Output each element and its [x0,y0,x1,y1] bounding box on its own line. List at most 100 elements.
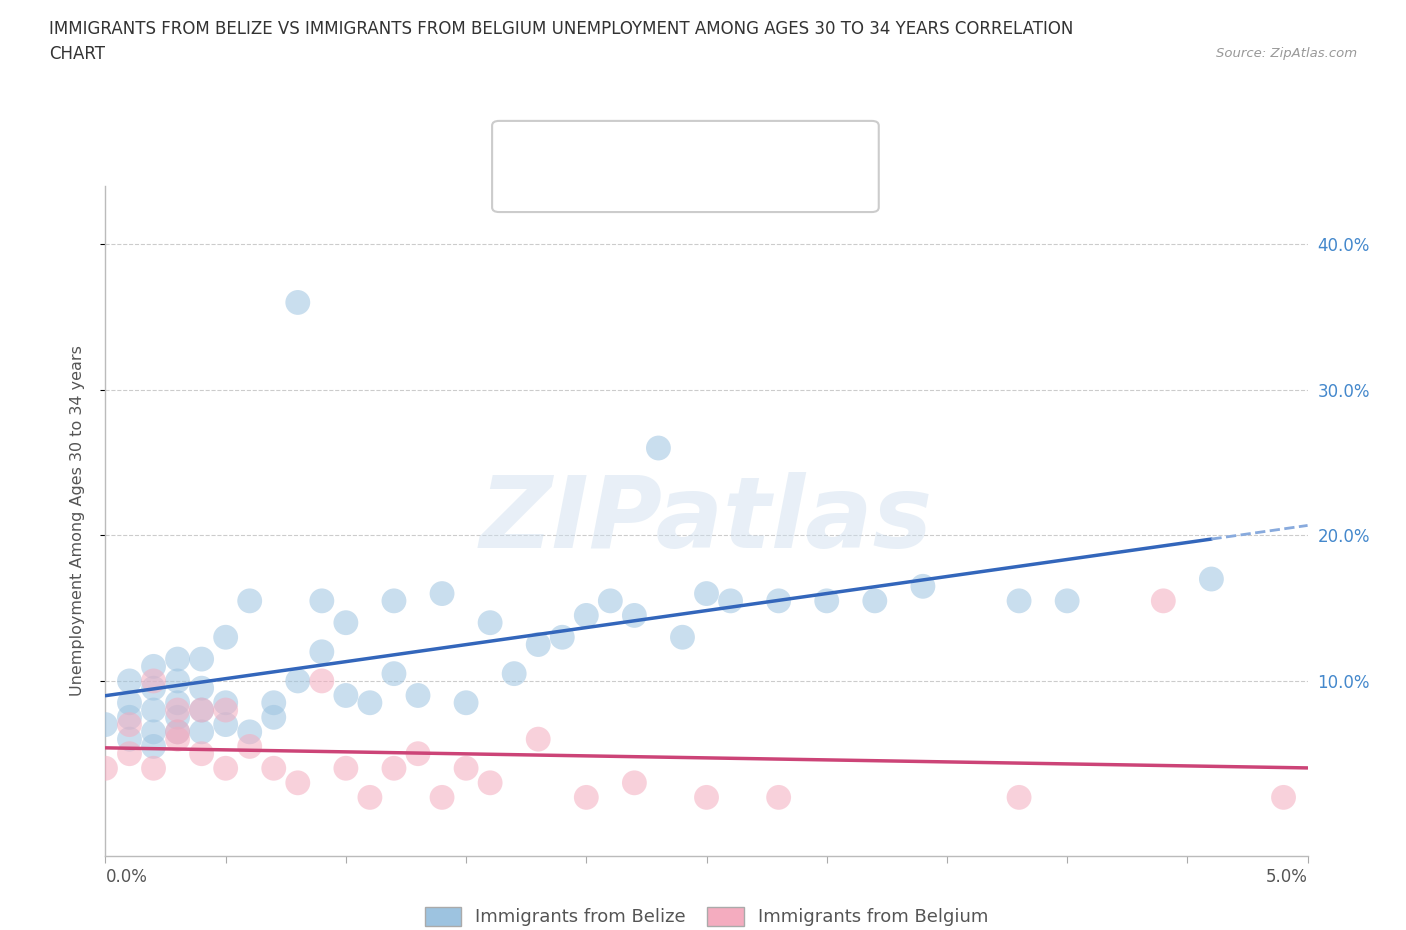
Text: Source: ZipAtlas.com: Source: ZipAtlas.com [1216,46,1357,60]
Text: 0.274: 0.274 [609,142,665,161]
Point [1056,593,1078,608]
Point [359,696,381,711]
Point [214,630,236,644]
Point [551,630,574,644]
Point [359,790,381,804]
Point [214,696,236,711]
Point [142,659,165,674]
Point [166,702,188,717]
Text: ZIPatlas: ZIPatlas [479,472,934,569]
Legend: Immigrants from Belize, Immigrants from Belgium: Immigrants from Belize, Immigrants from … [418,899,995,930]
Text: IMMIGRANTS FROM BELIZE VS IMMIGRANTS FROM BELGIUM UNEMPLOYMENT AMONG AGES 30 TO : IMMIGRANTS FROM BELIZE VS IMMIGRANTS FRO… [49,20,1074,38]
Point [335,761,357,776]
Text: 0.0%: 0.0% [105,868,148,885]
Point [190,702,212,717]
Point [142,673,165,688]
Point [527,732,550,747]
Text: R =: R = [569,172,609,191]
Point [166,724,188,739]
Point [94,717,117,732]
Text: 5.0%: 5.0% [1265,868,1308,885]
Point [287,295,309,310]
Point [696,586,718,601]
Point [1272,790,1295,804]
Text: CHART: CHART [49,45,105,62]
Point [166,710,188,724]
Point [239,724,262,739]
Point [720,593,742,608]
Point [863,593,886,608]
Point [406,746,429,761]
Point [263,710,285,724]
Point [599,593,621,608]
Point [214,702,236,717]
Text: N =: N = [661,142,713,161]
Point [696,790,718,804]
Text: 0.192: 0.192 [609,172,665,191]
Point [382,593,405,608]
Point [479,776,502,790]
Text: N =: N = [661,172,713,191]
Point [190,702,212,717]
Point [118,673,141,688]
Point [166,724,188,739]
Point [263,761,285,776]
Point [142,761,165,776]
Point [623,776,645,790]
Point [118,746,141,761]
Point [311,593,333,608]
Point [406,688,429,703]
Point [1201,572,1223,587]
Point [287,673,309,688]
Point [118,717,141,732]
Point [190,652,212,667]
Text: 31: 31 [700,172,725,191]
Text: 56: 56 [700,142,725,161]
Y-axis label: Unemployment Among Ages 30 to 34 years: Unemployment Among Ages 30 to 34 years [70,345,84,697]
Point [454,696,477,711]
Point [430,586,453,601]
Point [335,616,357,631]
Point [430,790,453,804]
Point [1152,593,1174,608]
Point [239,593,262,608]
Point [190,724,212,739]
Point [214,717,236,732]
Point [527,637,550,652]
Point [190,681,212,696]
Point [190,746,212,761]
Point [166,732,188,747]
Point [311,673,333,688]
Point [647,441,669,456]
Point [623,608,645,623]
Point [768,593,790,608]
Point [768,790,790,804]
Point [575,608,598,623]
Text: R =: R = [569,142,609,161]
Point [1008,790,1031,804]
Point [166,652,188,667]
Point [142,702,165,717]
Point [94,761,117,776]
Point [382,666,405,681]
Point [454,761,477,776]
Point [911,578,934,593]
Point [142,739,165,754]
Point [671,630,693,644]
Point [503,666,526,681]
Point [263,696,285,711]
Point [118,696,141,711]
Point [142,681,165,696]
Point [239,739,262,754]
Point [1008,593,1031,608]
Point [166,673,188,688]
Point [287,776,309,790]
Point [118,732,141,747]
Point [311,644,333,659]
Point [382,761,405,776]
Point [335,688,357,703]
Point [815,593,838,608]
Point [166,696,188,711]
Point [214,761,236,776]
Point [142,724,165,739]
